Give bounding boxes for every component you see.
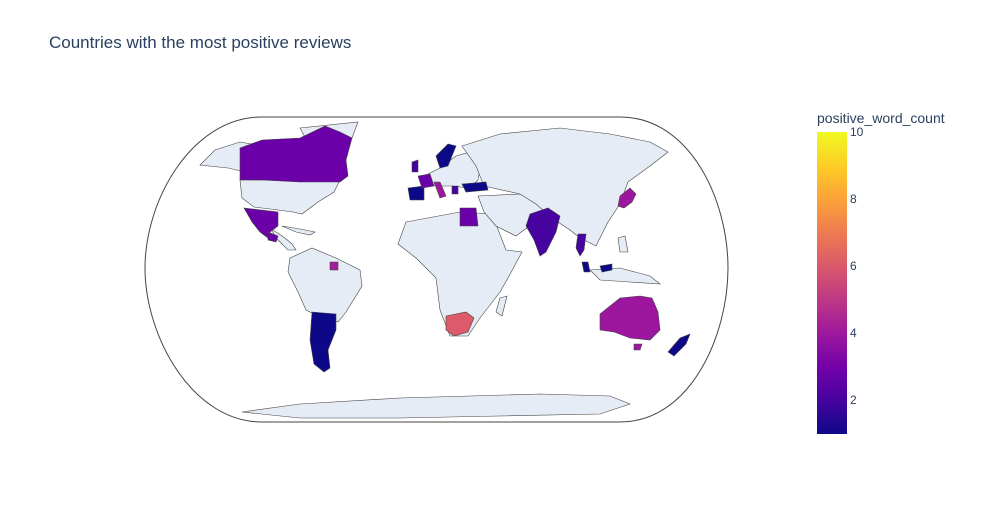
colorbar [817, 132, 847, 434]
country-argentina[interactable] [309, 311, 337, 373]
colorbar-tick-label: 10 [850, 125, 864, 139]
land-usa [239, 179, 341, 215]
country-greece[interactable] [451, 185, 459, 195]
map-title: Countries with the most positive reviews [49, 33, 352, 52]
land-caribbean [281, 225, 316, 236]
country-south-africa[interactable] [445, 311, 475, 337]
country-guatemala[interactable] [267, 231, 279, 243]
country-france[interactable] [417, 173, 435, 189]
colorbar-tick-label: 8 [850, 192, 857, 207]
country-turkey[interactable] [461, 181, 489, 193]
land-madagascar [495, 295, 508, 317]
colorbar-tick-label: 2 [850, 393, 857, 408]
country-spain[interactable] [407, 185, 425, 201]
country-india[interactable] [525, 207, 561, 257]
country-united-kingdom[interactable] [411, 159, 419, 173]
country-egypt[interactable] [459, 207, 479, 227]
country-canada[interactable] [239, 125, 353, 183]
country-thailand[interactable] [575, 233, 587, 257]
country-sweden[interactable] [435, 143, 457, 169]
land-philippines [617, 235, 629, 253]
colorbar-title: positive_word_count [817, 110, 945, 126]
country-australia-tasmania[interactable] [633, 343, 643, 351]
colorbar-tick-label: 4 [850, 326, 857, 341]
country-malaysia[interactable] [581, 261, 613, 273]
land-indonesia [589, 267, 661, 285]
country-suriname[interactable] [329, 261, 339, 271]
country-italy[interactable] [433, 181, 447, 199]
country-australia[interactable] [599, 295, 661, 341]
country-new-zealand[interactable] [667, 333, 691, 357]
colorbar-tick-label: 6 [850, 259, 857, 274]
country-japan[interactable] [617, 187, 637, 209]
land-central-america [269, 227, 297, 251]
land-antarctica [241, 393, 631, 419]
land-asia [461, 127, 669, 247]
land-south-america [287, 247, 363, 323]
